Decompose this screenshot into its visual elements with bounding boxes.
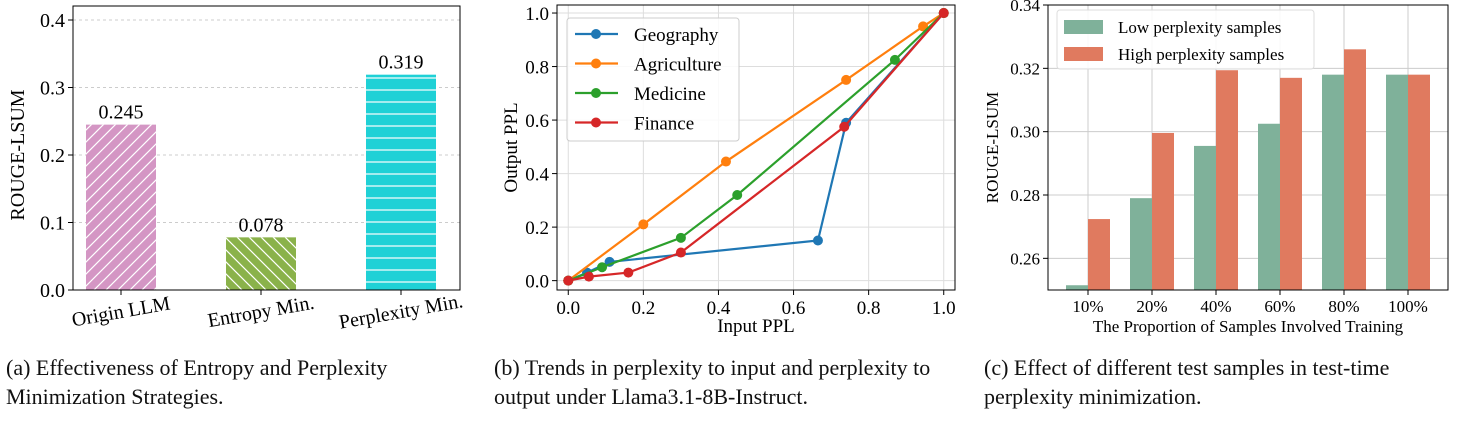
data-point [675,232,686,243]
data-point [720,156,731,167]
data-label: 0.319 [379,52,424,74]
y-tick-label: 0.8 [525,58,549,79]
legend-label: Medicine [634,84,706,105]
y-axis-label: ROUGE-LSUM [983,92,1002,203]
data-point [732,190,743,200]
legend-label: Agriculture [634,55,722,76]
data-point [583,271,594,282]
legend [1056,9,1315,70]
legend-label: Low perplexity samples [1118,18,1281,37]
data-point [563,275,574,286]
y-tick-label: 0.26 [1010,249,1040,268]
data-point [623,267,634,278]
y-axis-label: ROUGE-LSUM [7,89,29,220]
y-tick-label: 0.2 [525,218,549,239]
x-tick-label: 20% [1136,297,1167,316]
bar [1322,74,1344,291]
y-tick-label: 0.30 [1010,123,1040,142]
caption-c: (c) Effect of different test samples in … [984,355,1390,409]
legend-swatch [1064,20,1103,34]
y-tick-label: 0.6 [525,111,549,132]
bar [1344,49,1366,291]
bar [1280,77,1302,290]
data-point [675,247,686,258]
bar-hatch [226,237,296,290]
series-finance [563,8,949,286]
bar-hatch [86,124,156,290]
legend-marker [591,58,601,69]
x-tick-label: 100% [1388,297,1428,316]
data-point [938,8,949,19]
data-point [841,74,852,85]
x-tick-label: 60% [1264,297,1295,316]
caption-a: (a) Effectiveness of Entropy and Perplex… [6,355,388,409]
y-tick-label: 1.0 [525,4,549,25]
x-tick-label: 10% [1072,297,1103,316]
plot-frame [556,4,956,291]
legend-marker [591,88,601,98]
bar [1216,70,1238,290]
y-tick-label: 0.1 [40,213,65,235]
bar [1130,198,1152,290]
x-tick-label: Perplexity Min. [337,290,464,333]
x-tick-label: 0.4 [707,298,731,319]
x-tick-label: 1.0 [932,298,956,319]
bar [1194,145,1216,290]
legend [566,17,740,142]
x-tick-label: 0.2 [631,298,655,319]
bar [1066,285,1088,290]
legend-label: High perplexity samples [1118,45,1284,64]
series-line [567,12,945,282]
bar [1088,219,1110,290]
legend-marker [591,29,601,39]
y-tick-label: 0.3 [40,78,65,100]
x-tick-label: 0.8 [857,298,881,319]
bar-hatch [366,74,436,290]
x-tick-label: 0.0 [556,298,580,319]
y-tick-label: 0.2 [40,145,65,167]
plot-frame [1047,4,1449,291]
data-point [812,235,823,246]
y-tick-label: 0.4 [40,10,65,32]
data-point [918,21,929,32]
data-label: 0.078 [239,214,284,236]
y-tick-label: 0.0 [40,280,65,302]
legend-label: Finance [634,114,694,135]
x-axis-label: The Proportion of Samples Involved Train… [1093,317,1404,336]
caption-b: (b) Trends in perplexity to input and pe… [494,355,931,409]
y-tick-label: 0.32 [1010,59,1040,78]
data-point [638,219,649,230]
x-tick-label: 80% [1328,297,1359,316]
x-tick-label: Origin LLM [70,292,172,331]
x-axis-label: Input PPL [717,316,795,337]
bar [1386,74,1408,291]
x-tick-label: 40% [1200,297,1231,316]
y-tick-label: 0.0 [525,272,549,293]
data-point [597,262,608,273]
legend-marker [591,117,601,128]
legend-label: Geography [634,25,719,46]
data-label: 0.245 [99,102,144,124]
data-point [889,54,900,65]
bar [1152,132,1174,290]
x-tick-label: Entropy Min. [206,292,316,332]
plot-frame [72,5,461,291]
y-tick-label: 0.28 [1010,186,1040,205]
x-tick-label: 0.6 [782,298,806,319]
data-point [839,121,850,132]
bar [1408,74,1430,291]
bar [1258,123,1280,290]
y-axis-label: Output PPL [501,102,522,192]
legend-swatch [1064,47,1103,61]
y-tick-label: 0.4 [525,165,549,186]
y-tick-label: 0.34 [1010,0,1040,15]
